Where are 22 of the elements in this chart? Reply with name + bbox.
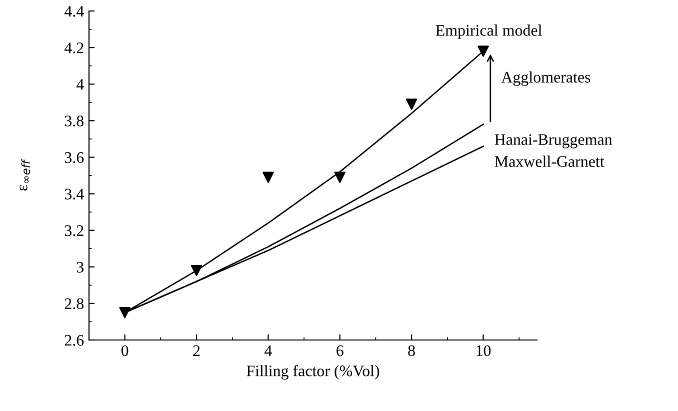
y-tick-label: 3.6 — [64, 152, 84, 163]
x-tick-label: 4 — [264, 345, 272, 356]
y-axis-title: ε$_{∞eff}$ — [20, 158, 30, 191]
x-tick-label: 8 — [408, 345, 415, 356]
y-tick-label: 2.6 — [64, 334, 84, 346]
y-tick-label: 3.2 — [64, 225, 84, 236]
y-tick-label: 4.2 — [64, 42, 84, 54]
y-tick-label: 2.8 — [64, 298, 84, 310]
x-axis-title: Filling factor (%Vol) — [246, 364, 380, 380]
series-label: Maxwell-Garnett — [494, 156, 604, 167]
x-tick-label: 2 — [193, 345, 200, 356]
y-tick-label: 3 — [76, 262, 84, 273]
x-tick-label: 0 — [121, 345, 128, 356]
x-tick-label: 6 — [336, 345, 344, 356]
y-tick-label: 3.8 — [64, 116, 84, 126]
y-tick-label: 4.4 — [64, 6, 84, 17]
x-tick-label: 10 — [476, 345, 491, 356]
series-label: Hanai-Bruggeman — [494, 134, 612, 148]
annotation: Agglomerates — [501, 71, 590, 86]
y-tick-label: 4 — [76, 79, 84, 90]
y-tick-label: 3.4 — [64, 188, 84, 200]
series-label: Empirical model — [436, 24, 542, 40]
